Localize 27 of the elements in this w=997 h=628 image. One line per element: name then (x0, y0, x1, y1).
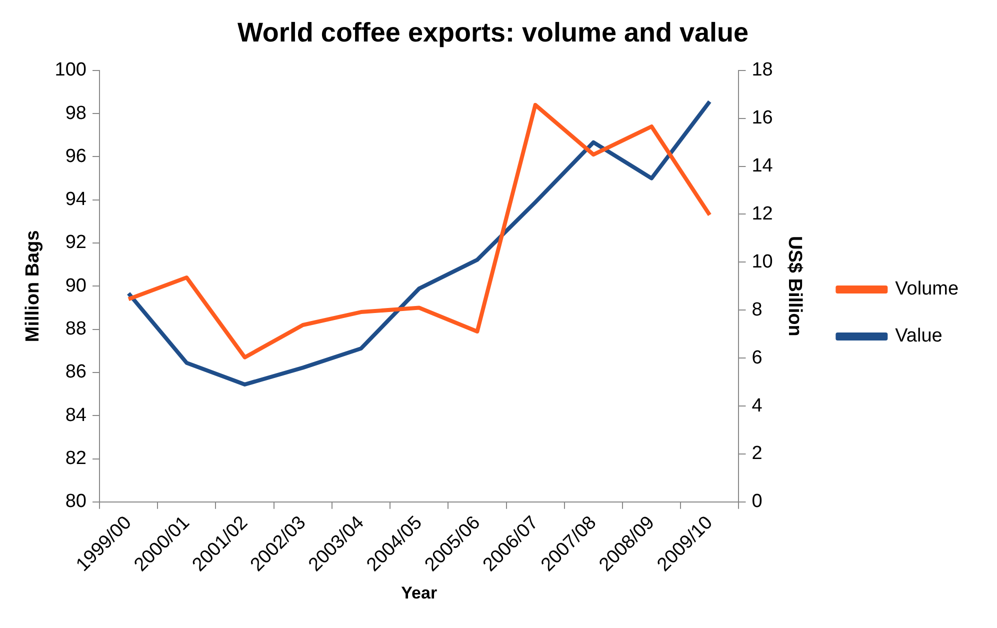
legend-label: Volume (895, 278, 959, 300)
y2-tick-label: 2 (752, 443, 762, 464)
y-tick-label: 88 (65, 318, 86, 340)
y-tick-label: 100 (54, 60, 86, 81)
y2-tick-label: 12 (752, 203, 773, 224)
legend-label: Value (895, 326, 942, 347)
y-tick-label: 84 (65, 404, 87, 426)
y2-axis-title: US$ Billion (784, 236, 806, 336)
y-tick-label: 90 (65, 275, 86, 296)
y-tick-label: 94 (65, 189, 87, 210)
chart-title: World coffee exports: volume and value (237, 18, 749, 48)
y-tick-label: 80 (65, 491, 86, 512)
y-tick-label: 92 (65, 232, 86, 254)
y2-tick-label: 8 (752, 299, 762, 320)
y-tick-label: 98 (65, 102, 86, 124)
y2-tick-label: 14 (752, 156, 774, 177)
y2-tick-label: 18 (752, 60, 773, 81)
y-tick-label: 82 (65, 448, 86, 469)
y-tick-label: 86 (65, 362, 86, 383)
y-tick-label: 96 (65, 146, 86, 167)
y2-tick-label: 10 (752, 251, 773, 272)
x-axis-title: Year (401, 583, 438, 602)
y2-tick-label: 6 (752, 347, 762, 368)
y2-tick-label: 16 (752, 108, 773, 129)
y-axis-title: Million Bags (22, 230, 44, 342)
y2-tick-label: 0 (752, 491, 762, 512)
y2-tick-label: 4 (752, 395, 763, 416)
